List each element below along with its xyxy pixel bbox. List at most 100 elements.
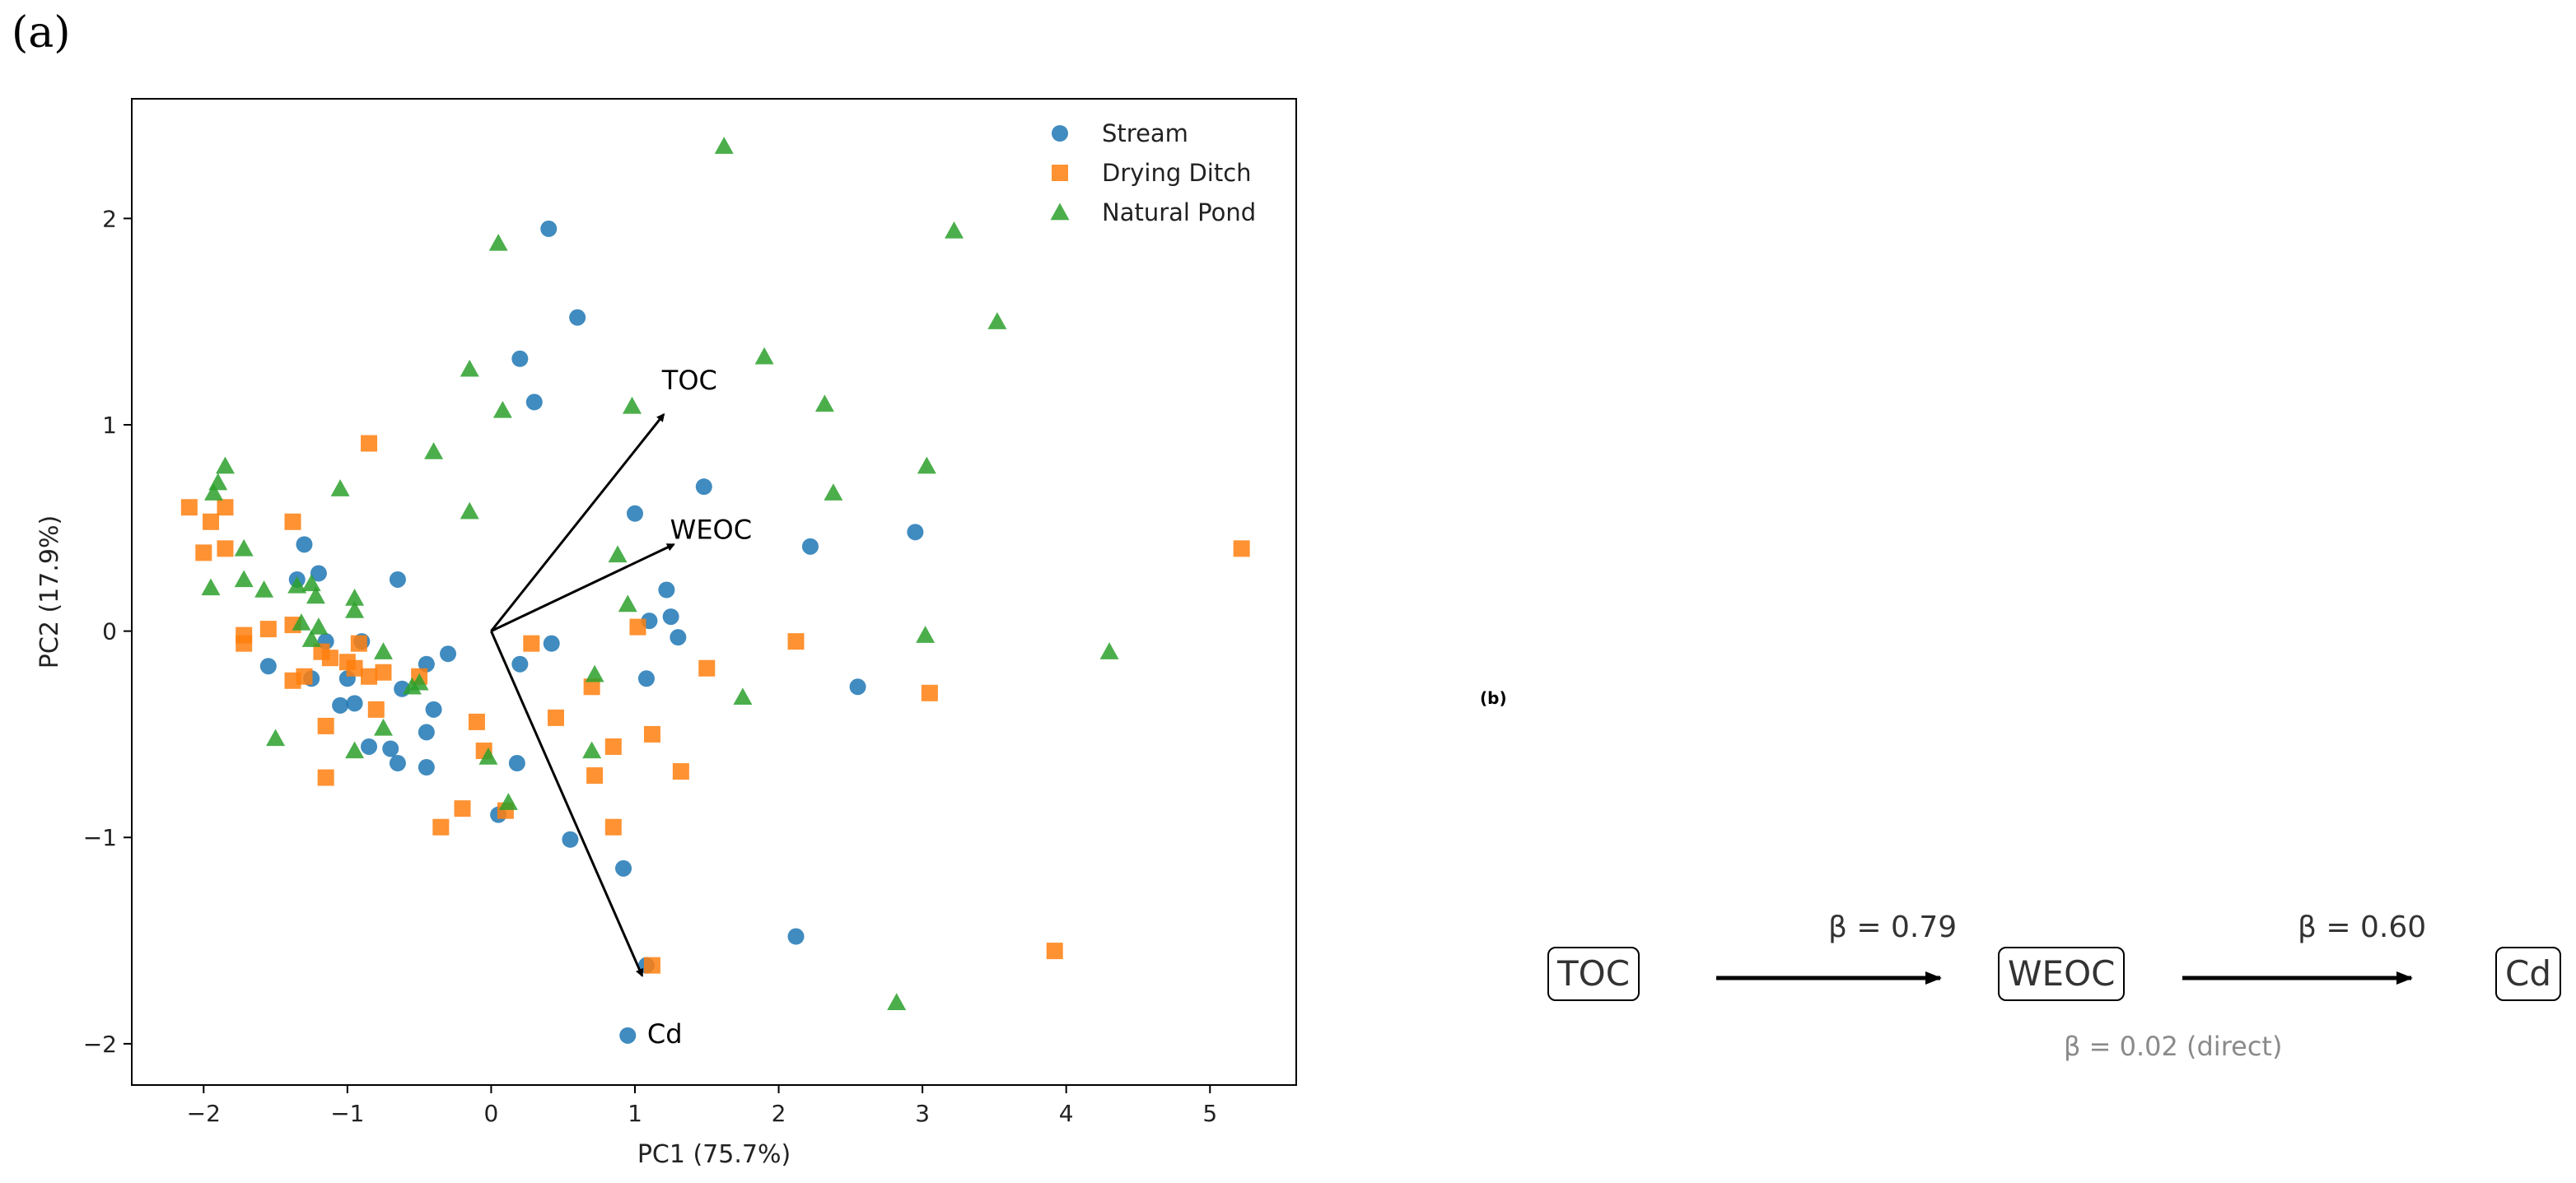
data-point-stream <box>440 645 457 663</box>
data-point-stream <box>670 629 687 646</box>
data-point-natural-pond <box>754 347 774 365</box>
data-point-drying-ditch <box>361 435 378 452</box>
data-point-stream <box>626 505 643 522</box>
plot-frame <box>131 98 1297 1086</box>
x-tick-label: 2 <box>772 1100 786 1127</box>
data-point-stream <box>619 1027 637 1044</box>
data-point-drying-ditch <box>698 659 716 677</box>
data-points-layer <box>180 137 1250 1044</box>
data-point-natural-pond <box>234 570 254 588</box>
data-point-stream <box>662 608 679 626</box>
data-point-stream <box>615 859 632 877</box>
data-point-stream <box>540 220 558 237</box>
data-point-drying-ditch <box>432 818 450 836</box>
data-point-natural-pond <box>373 642 393 659</box>
data-point-stream <box>346 695 363 712</box>
data-point-drying-ditch <box>454 800 471 817</box>
data-point-stream <box>425 701 442 718</box>
data-point-drying-ditch <box>217 540 234 557</box>
path-node-toc: TOC <box>1547 947 1640 1001</box>
data-point-natural-pond <box>582 741 602 759</box>
data-point-natural-pond <box>622 396 642 414</box>
legend-label-drying-ditch: Drying Ditch <box>1102 159 1252 187</box>
data-point-natural-pond <box>402 677 422 695</box>
data-point-natural-pond <box>254 580 274 598</box>
data-point-natural-pond <box>201 578 221 596</box>
data-point-natural-pond <box>345 589 365 606</box>
data-point-stream <box>569 309 586 326</box>
data-point-stream <box>310 565 327 582</box>
x-tick-label: 4 <box>1059 1100 1074 1127</box>
legend-label-natural-pond: Natural Pond <box>1102 198 1256 226</box>
data-point-stream <box>562 831 579 848</box>
data-point-drying-ditch <box>468 713 485 730</box>
data-point-drying-ditch <box>361 668 378 685</box>
data-point-natural-pond <box>345 741 365 759</box>
data-point-natural-pond <box>714 137 734 154</box>
data-point-stream <box>525 394 543 411</box>
data-point-drying-ditch <box>643 725 660 743</box>
data-point-natural-pond <box>478 748 498 765</box>
data-point-natural-pond <box>460 359 479 377</box>
data-point-drying-ditch <box>629 618 646 636</box>
data-point-natural-pond <box>733 687 753 706</box>
data-point-natural-pond <box>215 456 235 474</box>
data-point-stream <box>637 670 655 687</box>
data-point-stream <box>361 738 378 755</box>
data-point-drying-ditch <box>346 659 363 677</box>
y-tick-label: 1 <box>102 412 117 439</box>
data-point-stream <box>296 536 313 553</box>
axes-layer: −2 −1 0 1 2 3 4 5 −2 −1 0 1 2 <box>83 205 1217 1127</box>
data-point-drying-ditch <box>672 763 689 780</box>
legend-marker-natural-pond <box>1050 203 1070 221</box>
loading-arrow-toc <box>490 412 665 632</box>
loading-arrows-layer: TOC WEOC Cd <box>490 365 752 1050</box>
data-point-natural-pond <box>488 233 508 251</box>
data-point-natural-pond <box>608 545 628 563</box>
path-node-cd: Cd <box>2495 947 2561 1001</box>
data-point-natural-pond <box>266 729 286 747</box>
data-point-natural-pond <box>204 483 224 501</box>
y-tick-label: −1 <box>83 824 117 851</box>
data-point-stream <box>418 759 435 776</box>
data-point-natural-pond <box>814 394 834 412</box>
data-point-drying-ditch <box>217 499 234 516</box>
data-point-drying-ditch <box>236 635 253 652</box>
data-point-drying-ditch <box>367 701 385 718</box>
path-beta-toc-weoc: β = 0.79 <box>1828 911 1958 944</box>
data-point-drying-ditch <box>921 684 938 701</box>
data-point-natural-pond <box>916 626 936 643</box>
loading-label-weoc: WEOC <box>670 515 752 546</box>
data-point-drying-ditch <box>375 664 392 681</box>
data-point-natural-pond <box>234 538 254 557</box>
data-point-natural-pond <box>424 442 444 459</box>
path-node-weoc: WEOC <box>1998 947 2126 1001</box>
data-point-natural-pond <box>585 664 604 682</box>
legend-marker-stream <box>1052 125 1068 142</box>
data-point-stream <box>511 350 529 367</box>
data-point-drying-ditch <box>317 769 334 786</box>
data-point-natural-pond <box>498 793 518 810</box>
data-point-stream <box>508 755 525 772</box>
panel-b-label: (b) <box>1480 688 1507 708</box>
legend-marker-drying-ditch <box>1052 165 1068 181</box>
data-point-drying-ditch <box>547 709 564 726</box>
data-point-stream <box>543 635 560 652</box>
data-point-stream <box>418 655 435 673</box>
x-tick-label: −1 <box>330 1100 364 1127</box>
data-point-drying-ditch <box>643 957 660 974</box>
data-point-drying-ditch <box>586 767 604 785</box>
loading-arrow-cd <box>490 631 644 977</box>
data-point-drying-ditch <box>604 818 622 836</box>
path-beta-direct: β = 0.02 (direct) <box>2064 1031 2283 1062</box>
data-point-natural-pond <box>292 613 311 631</box>
data-point-drying-ditch <box>284 513 301 530</box>
data-point-natural-pond <box>345 601 365 618</box>
loading-label-toc: TOC <box>661 365 717 396</box>
data-point-drying-ditch <box>321 650 338 667</box>
data-point-natural-pond <box>887 993 907 1010</box>
x-axis-label: PC1 (75.7%) <box>637 1140 791 1169</box>
data-point-natural-pond <box>987 312 1007 329</box>
